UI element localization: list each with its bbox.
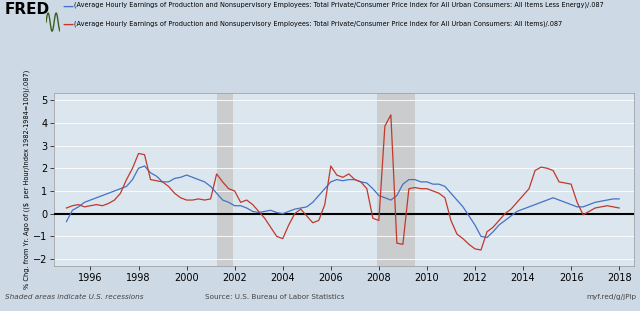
Text: (Average Hourly Earnings of Production and Nonsupervisory Employees: Total Priva: (Average Hourly Earnings of Production a…	[74, 20, 562, 27]
Text: —: —	[63, 20, 74, 30]
Bar	[377, 93, 415, 266]
Text: —: —	[63, 2, 74, 12]
Text: myf.red/g/jPlp: myf.red/g/jPlp	[587, 294, 637, 300]
Text: Source: U.S. Bureau of Labor Statistics: Source: U.S. Bureau of Labor Statistics	[205, 294, 345, 300]
Text: (Average Hourly Earnings of Production and Nonsupervisory Employees: Total Priva: (Average Hourly Earnings of Production a…	[74, 2, 604, 8]
Text: Shaded areas indicate U.S. recessions: Shaded areas indicate U.S. recessions	[5, 294, 143, 300]
Bar	[216, 93, 233, 266]
Text: FRED: FRED	[5, 2, 51, 16]
Y-axis label: % Chg. from Yr. Ago of (($  per Hour/Index 1982-1984=100)/.087): % Chg. from Yr. Ago of (($ per Hour/Inde…	[24, 70, 30, 289]
